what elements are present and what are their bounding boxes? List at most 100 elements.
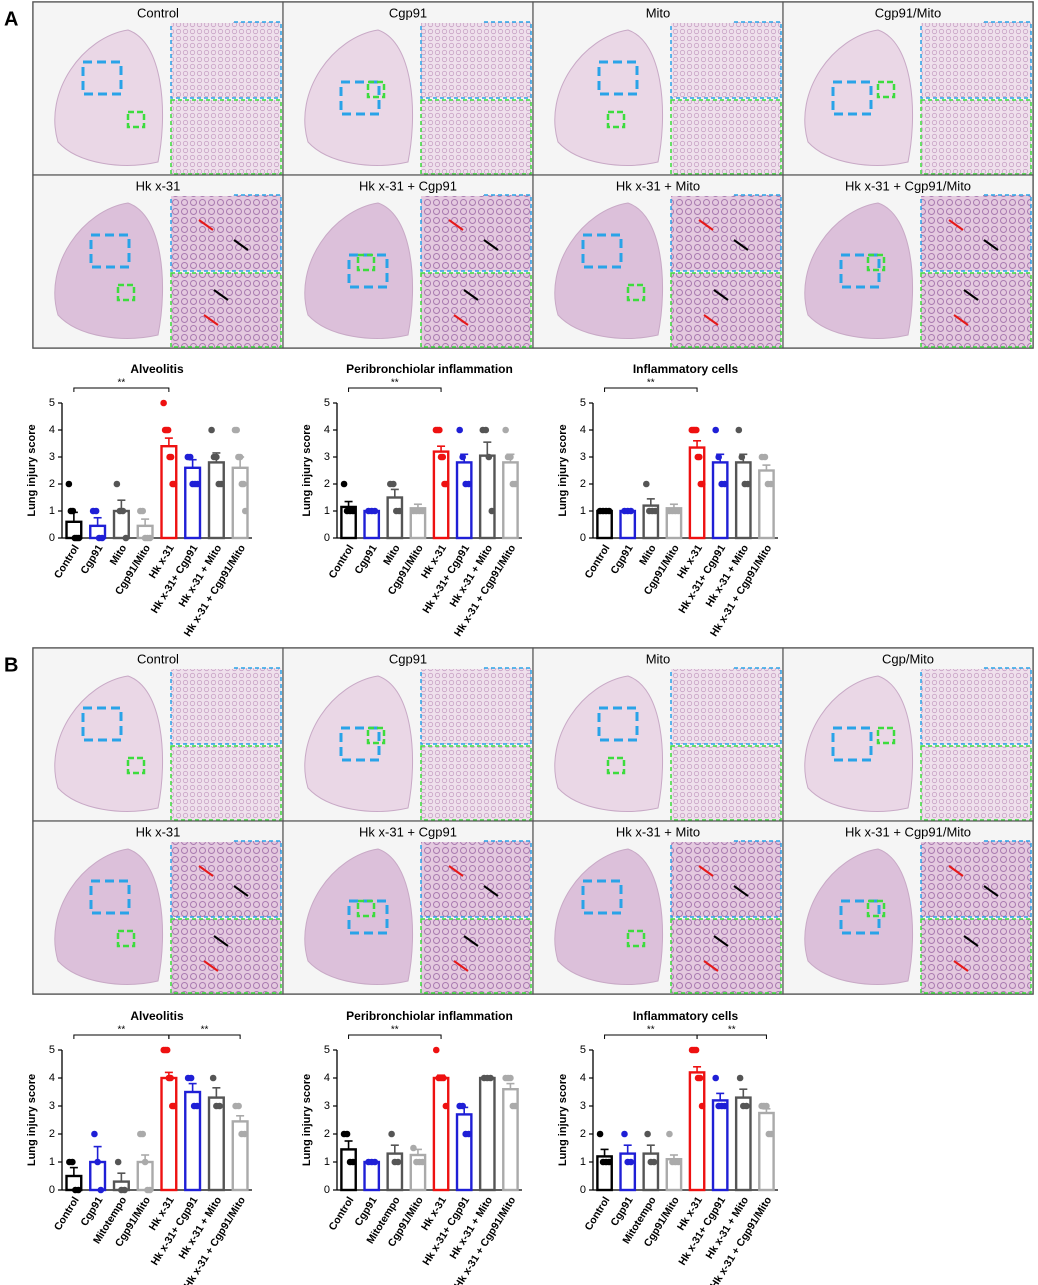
bar <box>758 469 775 540</box>
data-point <box>139 507 147 515</box>
lung-section <box>554 675 664 812</box>
bar <box>340 1148 357 1192</box>
roi-green <box>126 110 146 129</box>
chart-title: Alveolitis <box>130 362 184 376</box>
y-tick-label: 3 <box>49 451 55 463</box>
data-point <box>146 534 154 542</box>
bar <box>734 1096 752 1192</box>
data-point <box>419 1158 426 1166</box>
data-point <box>193 1102 201 1110</box>
data-point <box>482 426 490 434</box>
data-point <box>209 1074 217 1082</box>
image-title: Hk x-31 + Cgp91 <box>359 824 457 839</box>
roi-green <box>356 253 376 272</box>
roi-blue <box>839 253 881 289</box>
roi-blue <box>81 706 123 742</box>
data-point <box>696 453 703 461</box>
inset-top <box>920 21 1032 99</box>
bar <box>455 1113 473 1192</box>
data-point <box>698 1102 706 1110</box>
arrow <box>203 314 219 326</box>
inset-bottom <box>670 918 782 994</box>
data-point <box>743 1102 750 1110</box>
significance-label: ** <box>647 378 655 389</box>
title-bg <box>333 824 483 842</box>
y-tick-label: 4 <box>324 1072 330 1084</box>
data-point <box>485 453 493 461</box>
y-tick-label: 1 <box>324 1156 330 1168</box>
data-point <box>114 1158 122 1166</box>
lung-section <box>304 675 414 812</box>
data-point <box>507 1074 514 1082</box>
image-title: Cgp91 <box>389 651 427 666</box>
arrow <box>948 219 964 231</box>
data-point <box>388 1130 395 1138</box>
roi-green <box>126 756 146 775</box>
data-point <box>194 480 201 488</box>
bar <box>112 509 130 540</box>
image-title: Cgp91/Mito <box>875 5 941 20</box>
data-point <box>208 426 215 434</box>
arrow <box>963 935 979 947</box>
data-point <box>410 1144 417 1152</box>
y-tick-label: 2 <box>324 478 330 490</box>
roi-blue <box>81 60 123 96</box>
data-point <box>721 480 728 488</box>
data-point <box>340 480 348 488</box>
data-point <box>507 453 514 461</box>
bar <box>363 509 381 540</box>
data-point <box>390 480 397 488</box>
y-tick-label: 5 <box>49 397 55 409</box>
inset-bottom <box>920 272 1032 348</box>
data-point <box>94 1158 101 1166</box>
inset-top <box>420 667 532 745</box>
inset-bottom <box>920 99 1032 175</box>
roi-green <box>876 80 896 99</box>
roi-blue <box>581 879 623 915</box>
significance-label: ** <box>647 1025 655 1036</box>
lung-section <box>54 675 164 812</box>
x-tick-label: Control <box>327 1195 357 1233</box>
significance-bracket <box>348 1034 442 1039</box>
bar <box>502 461 519 540</box>
data-point <box>241 1130 248 1138</box>
data-point <box>141 1158 149 1166</box>
y-tick-label: 5 <box>324 397 330 409</box>
inset-bottom <box>920 745 1032 821</box>
x-tick-label: Mito <box>381 543 403 568</box>
y-tick-label: 4 <box>324 424 330 436</box>
inset-bottom <box>170 99 282 175</box>
data-point <box>235 1102 242 1110</box>
inset-bottom <box>420 272 532 348</box>
y-axis-label: Lung injury score <box>301 1074 313 1166</box>
arrow <box>733 239 749 251</box>
inset-top <box>420 21 532 99</box>
bar <box>758 1111 775 1192</box>
arrow <box>713 289 729 301</box>
data-point <box>167 1074 174 1082</box>
roi-blue <box>831 80 873 116</box>
data-point <box>121 1186 128 1194</box>
image-title: Hk x-31 <box>136 178 181 193</box>
y-axis-label: Lung injury score <box>557 424 569 516</box>
data-point <box>396 507 403 515</box>
roi-blue <box>339 80 381 116</box>
data-point <box>170 1102 178 1110</box>
data-point <box>371 507 379 515</box>
title-bg <box>333 651 483 669</box>
data-point <box>511 1102 519 1110</box>
data-point <box>442 1102 450 1110</box>
title-bg <box>833 178 983 196</box>
data-point <box>767 1130 775 1138</box>
bar <box>89 1160 107 1192</box>
data-point <box>216 1102 223 1110</box>
arrow <box>483 239 499 251</box>
title-bg <box>833 651 983 669</box>
y-tick-label: 3 <box>324 1100 330 1112</box>
inset-top <box>670 667 782 745</box>
bar <box>478 454 496 540</box>
x-tick-label: Control <box>52 1195 82 1233</box>
data-point <box>98 534 106 542</box>
data-point <box>715 453 722 461</box>
y-axis-label: Lung injury score <box>301 424 313 516</box>
